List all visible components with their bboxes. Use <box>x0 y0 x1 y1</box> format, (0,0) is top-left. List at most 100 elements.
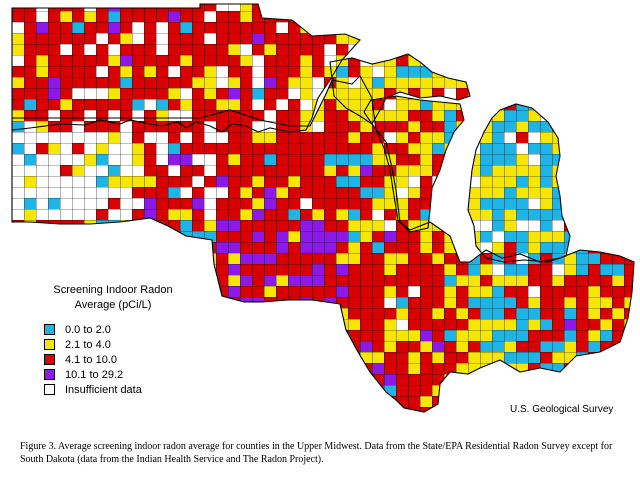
county-cell <box>576 33 588 44</box>
county-cell <box>480 429 492 432</box>
county-cell <box>444 418 456 429</box>
county-cell <box>204 275 216 286</box>
county-cell <box>336 429 348 432</box>
county-cell <box>468 385 480 396</box>
county-cell <box>612 363 624 374</box>
county-cell <box>432 429 444 432</box>
county-cell <box>552 99 564 110</box>
county-cell <box>444 187 456 198</box>
county-cell <box>444 198 456 209</box>
county-cell <box>600 33 612 44</box>
county-cell <box>0 319 12 330</box>
legend-title-line1: Screening Indoor Radon <box>53 284 173 296</box>
county-cell <box>336 374 348 385</box>
county-cell <box>24 407 36 412</box>
county-cell <box>384 33 396 44</box>
county-cell <box>288 341 300 352</box>
county-cell <box>240 319 252 330</box>
county-cell <box>528 55 540 66</box>
legend-swatch-insufficient <box>44 384 55 395</box>
county-cell <box>588 44 600 55</box>
county-cell <box>456 55 468 66</box>
county-cell <box>576 198 588 209</box>
county-cell <box>636 121 640 132</box>
county-cell <box>36 264 48 275</box>
county-cell <box>24 264 36 275</box>
county-cell <box>84 396 96 407</box>
county-cell <box>72 407 84 412</box>
county-cell <box>12 385 24 396</box>
county-cell <box>444 154 456 165</box>
county-cell <box>588 66 600 77</box>
county-cell <box>0 55 12 66</box>
county-cell <box>36 231 48 242</box>
county-cell <box>600 11 612 22</box>
county-cell <box>84 264 96 275</box>
legend-item-moderate: 2.1 to 4.0 <box>44 337 198 352</box>
county-cell <box>132 418 144 429</box>
source-credit: U.S. Geological Survey <box>510 404 614 415</box>
county-cell <box>156 429 168 432</box>
county-cell <box>636 352 640 363</box>
county-cell <box>252 385 264 396</box>
county-cell <box>336 352 348 363</box>
county-cell <box>96 418 108 429</box>
county-cell <box>600 121 612 132</box>
county-cell <box>588 11 600 22</box>
county-cell <box>612 4 624 11</box>
county-cell <box>636 286 640 297</box>
county-cell <box>552 66 564 77</box>
county-cell <box>564 132 576 143</box>
county-cell <box>348 385 360 396</box>
county-cell <box>132 220 144 231</box>
county-cell <box>96 407 108 412</box>
county-cell <box>360 44 372 55</box>
county-cell <box>456 132 468 143</box>
county-cell <box>612 44 624 55</box>
county-cell <box>276 319 288 330</box>
county-cell <box>540 33 552 44</box>
county-cell <box>240 352 252 363</box>
county-cell <box>156 231 168 242</box>
county-cell <box>480 396 492 407</box>
county-cell <box>576 385 588 396</box>
county-cell <box>492 363 504 374</box>
county-cell <box>372 418 384 429</box>
county-cell <box>276 4 288 11</box>
county-cell <box>636 341 640 352</box>
county-cell <box>600 363 612 374</box>
county-cell <box>600 198 612 209</box>
county-cell <box>252 330 264 341</box>
county-cell <box>576 176 588 187</box>
county-cell <box>300 429 312 432</box>
county-cell <box>552 33 564 44</box>
county-cell <box>300 363 312 374</box>
county-cell <box>228 385 240 396</box>
county-cell <box>12 429 24 432</box>
county-cell <box>336 385 348 396</box>
county-cell <box>636 110 640 121</box>
county-cell <box>588 99 600 110</box>
county-cell <box>216 297 228 308</box>
county-cell <box>504 77 516 88</box>
county-cell <box>444 407 456 412</box>
county-cell <box>420 33 432 44</box>
county-cell <box>300 330 312 341</box>
county-cell <box>204 330 216 341</box>
county-cell <box>48 396 60 407</box>
county-cell <box>624 396 634 407</box>
county-cell <box>552 4 564 11</box>
county-cell <box>324 363 336 374</box>
county-cell <box>624 110 634 121</box>
county-cell <box>0 297 12 308</box>
county-cell <box>144 242 156 253</box>
county-cell <box>504 66 516 77</box>
county-cell <box>84 429 96 432</box>
county-cell <box>624 55 634 66</box>
county-cell <box>240 407 252 412</box>
county-cell <box>72 253 84 264</box>
county-cell <box>468 11 480 22</box>
county-cell <box>132 242 144 253</box>
county-cell <box>228 374 240 385</box>
county-cell <box>624 143 634 154</box>
